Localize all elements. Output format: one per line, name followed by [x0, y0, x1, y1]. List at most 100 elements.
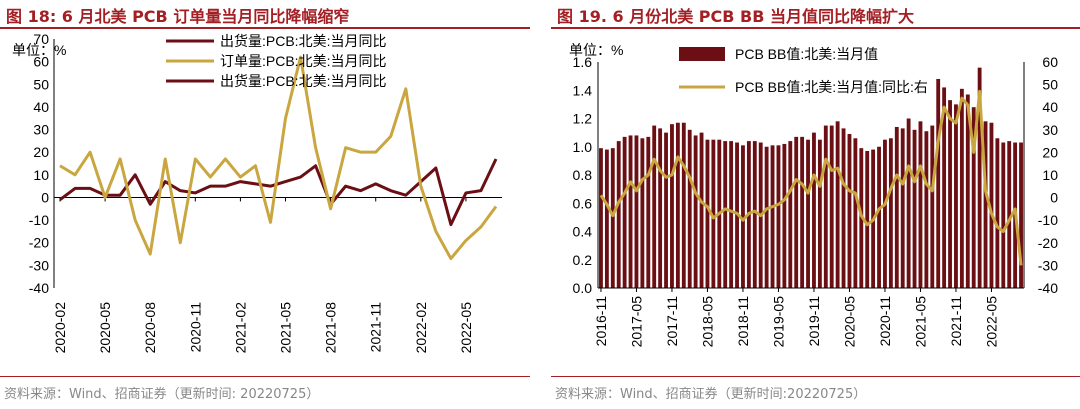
bar [812, 132, 816, 288]
y-right-tick-label: 0 [1050, 190, 1058, 206]
bar [983, 121, 988, 288]
bar [936, 78, 941, 288]
bar [723, 141, 728, 288]
y-tick-label: 50 [33, 76, 49, 92]
bar [711, 139, 716, 288]
bar [806, 139, 810, 288]
source-note: 资料来源：Wind、招商证券（更新时间:20220725） [555, 387, 867, 402]
series-line-orders [59, 55, 498, 261]
bar [628, 135, 633, 288]
bar [823, 125, 828, 288]
bar [599, 148, 603, 288]
bar [835, 121, 840, 288]
y-right-tick-label: 20 [1042, 144, 1058, 160]
bar [1007, 141, 1012, 288]
source-rule [0, 376, 530, 377]
y-right-tick-label: -40 [1038, 280, 1058, 296]
bar [604, 149, 609, 288]
legend-label: PCB BB值:北美:当月值 [735, 46, 878, 62]
source-note: 资料来源：Wind、招商证券（更新时间: 20220725） [4, 387, 320, 402]
y-right-tick-label: -20 [1038, 235, 1058, 251]
x-tick-label: 2018-11 [735, 296, 751, 347]
bar [705, 139, 710, 288]
legend-label: PCB BB值:北美:当月值:同比:右 [735, 79, 928, 95]
chart-title: 图 19. 6 月份北美 PCB BB 当月值同比降幅扩大 [557, 7, 914, 26]
y-left-tick-label: 0.8 [573, 167, 593, 183]
bar [865, 150, 870, 288]
y-tick-label: 40 [33, 99, 49, 115]
x-tick-label: 2022-05 [983, 296, 999, 348]
y-right-tick-label: 30 [1042, 122, 1058, 138]
bar [888, 138, 893, 288]
bar [687, 129, 692, 288]
y-left-tick-label: 0.4 [573, 224, 593, 240]
x-tick-label: 2022-02 [413, 302, 429, 354]
bar [1019, 142, 1023, 288]
x-tick-label: 2019-05 [770, 296, 786, 348]
bar [800, 136, 805, 288]
bar [646, 136, 651, 288]
y-left-tick-label: 0.0 [573, 280, 593, 296]
x-tick-label: 2020-02 [52, 302, 68, 354]
y-tick-label: 70 [33, 31, 49, 47]
y-left-tick-label: 1.6 [573, 54, 593, 70]
y-right-tick-label: -30 [1038, 257, 1058, 273]
bar [699, 132, 704, 288]
y-left-tick-label: 0.6 [573, 195, 593, 211]
y-right-tick-label: -10 [1038, 212, 1058, 228]
bar [829, 125, 834, 288]
x-tick-label: 2021-08 [323, 302, 339, 354]
x-tick-label: 2019-11 [806, 296, 822, 347]
bar [616, 141, 621, 288]
y-right-tick-label: 50 [1042, 77, 1058, 93]
bar [877, 146, 881, 288]
bar [640, 138, 645, 288]
x-tick-label: 2020-05 [97, 302, 113, 354]
bar [817, 139, 822, 288]
x-tick-label: 2020-11 [877, 296, 893, 347]
x-tick-label: 2021-05 [278, 302, 294, 354]
bar [853, 138, 858, 288]
bar [776, 145, 781, 288]
y-tick-label: -40 [29, 280, 49, 296]
bar [622, 136, 627, 288]
bar [681, 122, 686, 288]
bar [959, 88, 964, 289]
legend-label: 订单量:PCB:北美:当月同比 [220, 53, 386, 69]
bar [977, 67, 982, 289]
x-tick-label: 2020-08 [142, 302, 158, 354]
bar [670, 124, 674, 289]
bar [693, 135, 698, 288]
bar [675, 122, 680, 288]
y-right-tick-label: 40 [1042, 99, 1058, 115]
bar [841, 128, 846, 288]
chart-panel-19: 图 19. 6 月份北美 PCB BB 当月值同比降幅扩大 单位：% 0.0 0.2… [551, 0, 1080, 409]
title-rule [0, 27, 530, 29]
y-left-tick-label: 1.2 [573, 111, 593, 127]
bar [794, 136, 799, 288]
y-left-tick-label: 0.2 [573, 252, 593, 268]
legend-label: 出货量:PCB:北美:当月同比 [220, 73, 386, 89]
y-right-tick-label: 60 [1042, 54, 1058, 70]
bar [741, 145, 745, 288]
y-tick-label: -10 [29, 212, 49, 228]
y-tick-label: 20 [33, 144, 49, 160]
x-tick-label: 2021-11 [368, 302, 384, 353]
chart-title: 图 18: 6 月北美 PCB 订单量当月同比降幅缩窄 [6, 7, 350, 26]
source-rule [551, 376, 1080, 377]
series-line-yoy [599, 89, 1023, 266]
bar [971, 107, 976, 288]
bar [948, 100, 952, 288]
x-tick-label: 2021-02 [232, 302, 248, 354]
unit-label: 单位：% [12, 42, 66, 58]
bar [894, 126, 899, 288]
unit-label: 单位：% [569, 42, 623, 58]
bar [900, 128, 905, 288]
bar [912, 129, 917, 288]
bar [995, 138, 1000, 288]
x-tick-label: 2021-11 [948, 296, 964, 347]
x-tick-label: 2016-11 [593, 296, 609, 347]
bar [1001, 142, 1006, 288]
y-tick-label: 10 [33, 167, 49, 183]
bar [752, 141, 757, 288]
